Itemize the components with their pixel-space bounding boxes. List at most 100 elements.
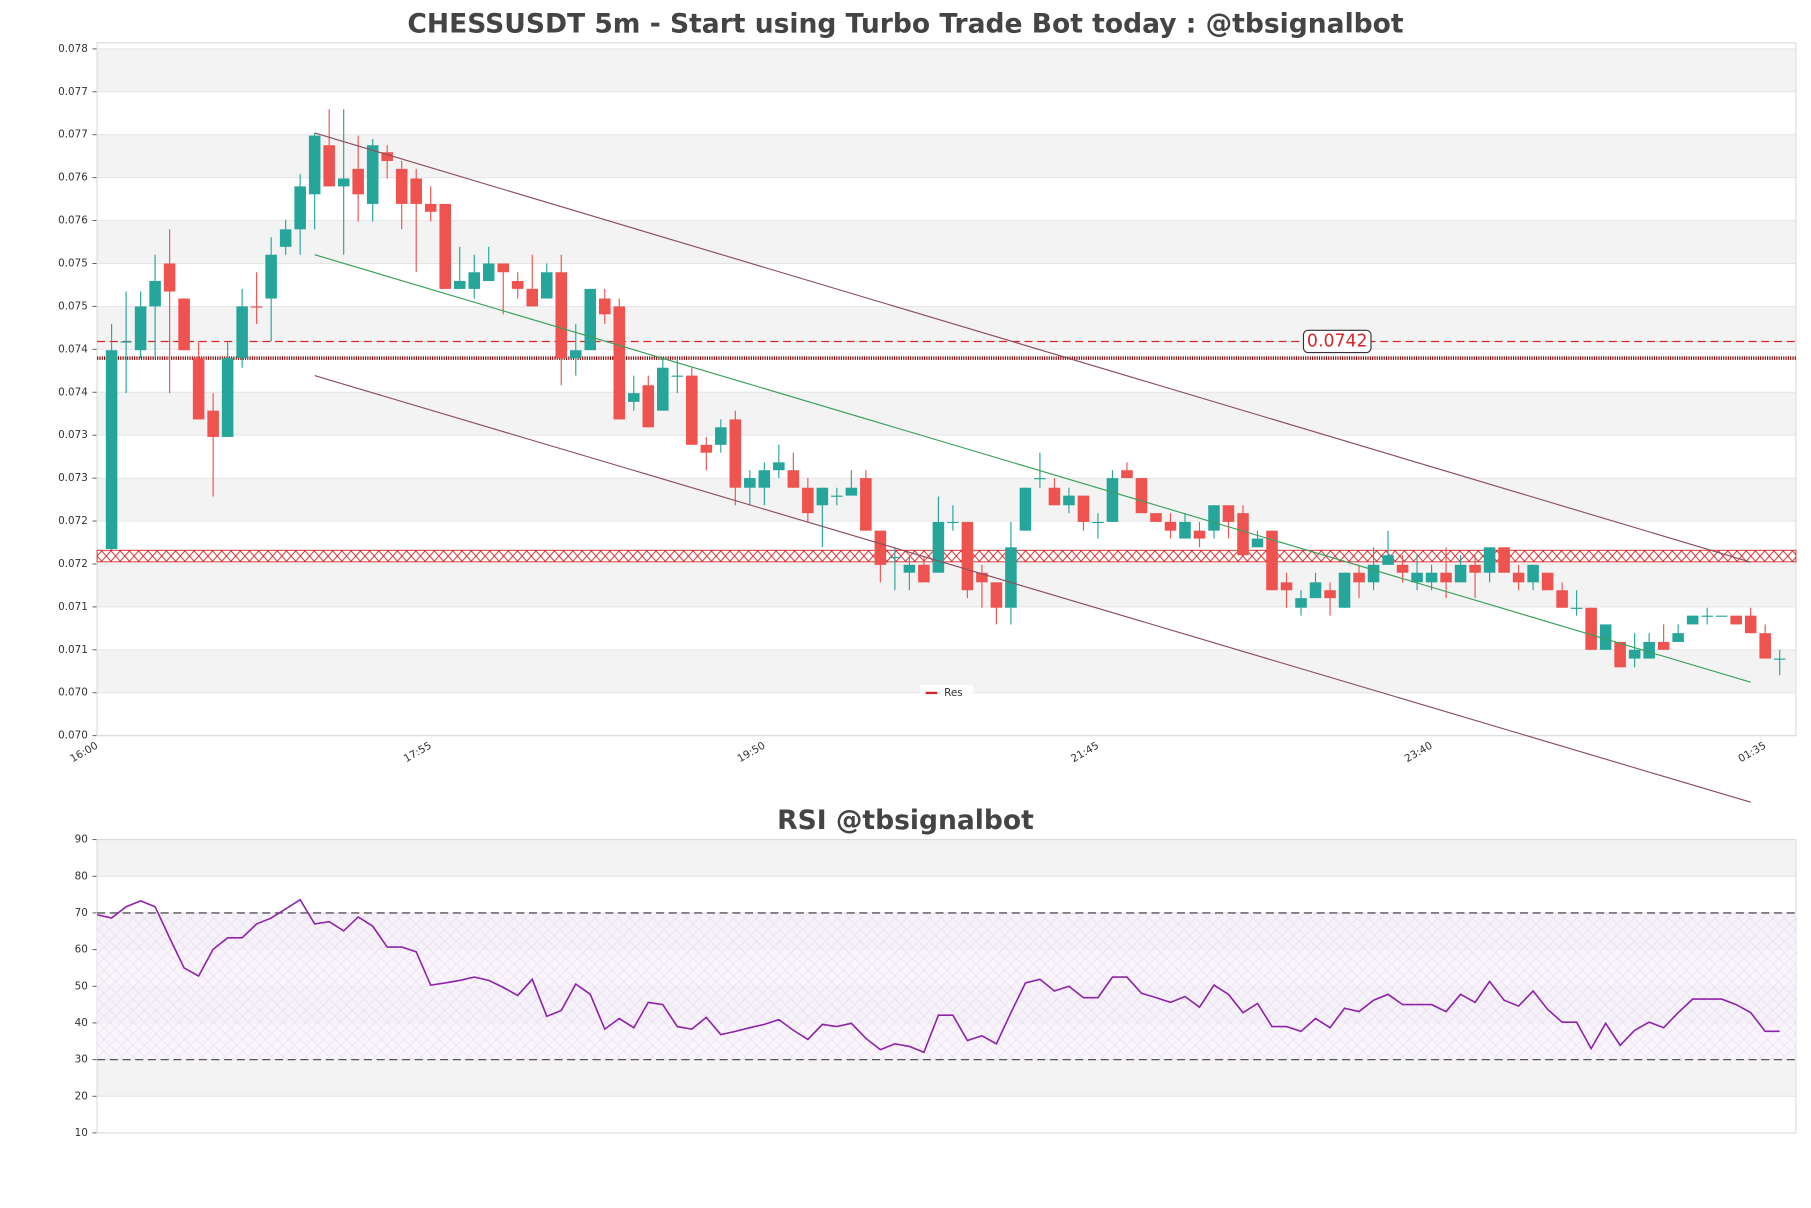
candle-body [1135, 478, 1148, 514]
candle-body [932, 521, 945, 573]
grid-band [97, 478, 1796, 522]
candle-body [1063, 495, 1075, 506]
candle-body [1672, 633, 1684, 642]
candle-body [700, 444, 713, 453]
y-tick-label: 0.076 [58, 215, 88, 227]
candle-body [1599, 624, 1612, 650]
y-tick-label: 80 [75, 870, 88, 882]
candle-body [323, 145, 335, 187]
y-tick-label: 60 [75, 944, 88, 956]
rsi-line [96, 898, 1780, 1054]
candle-body [961, 521, 974, 591]
candle-body [1483, 547, 1496, 573]
annotation-label: 0.0742 [1307, 331, 1368, 351]
candle-body [424, 203, 437, 212]
y-tick-label: 0.073 [58, 429, 88, 441]
candle-body [395, 168, 408, 204]
y-tick-label: 0.073 [58, 472, 88, 484]
candle-body [134, 306, 147, 351]
candle-body [1469, 564, 1481, 573]
candle-body [584, 288, 597, 351]
candle-body [308, 135, 321, 195]
candle-body [1570, 607, 1583, 609]
candle-body [221, 358, 234, 437]
candle-body [279, 229, 292, 247]
y-tick-label: 0.078 [58, 43, 88, 55]
candle-body [352, 168, 364, 195]
x-tick-label: 19:50 [735, 740, 767, 765]
candle-body [163, 263, 176, 292]
candle-body [1019, 487, 1032, 531]
candle-body [265, 254, 277, 299]
candle-body [1193, 530, 1206, 539]
y-tick-label: 0.076 [58, 172, 88, 184]
grid-band [97, 134, 1796, 178]
candle-body [642, 385, 655, 428]
grid-band [97, 1059, 1796, 1097]
candle-body [1657, 641, 1670, 650]
annotation-box [1302, 329, 1372, 354]
candle-body [1106, 478, 1119, 522]
y-tick-label: 0.075 [58, 300, 88, 312]
y-tick-label: 0.071 [58, 601, 88, 613]
trend-line [314, 254, 1751, 683]
candle-body [381, 152, 393, 161]
candle-body [1048, 487, 1061, 506]
candle-body [657, 367, 669, 411]
candle-body [1280, 582, 1293, 591]
candle-body [1222, 505, 1235, 522]
candle-body [555, 272, 568, 359]
y-tick-label: 70 [75, 907, 88, 919]
plot-frame [96, 42, 1797, 737]
y-tick-label: 0.077 [58, 86, 88, 98]
x-tick-label: 21:45 [1069, 740, 1101, 765]
y-tick-label: 50 [75, 980, 88, 992]
candle-body [178, 298, 190, 351]
candle-body [787, 470, 800, 488]
candle-body [337, 178, 350, 187]
candle-body [845, 487, 858, 496]
candle-body [526, 288, 539, 307]
y-tick-label: 0.074 [58, 386, 88, 398]
y-tick-label: 10 [75, 1127, 88, 1139]
grid-band [97, 839, 1796, 877]
legend-box [919, 684, 974, 702]
candle-body [1701, 615, 1713, 617]
y-tick-label: 0.075 [58, 257, 88, 269]
candle-body [1324, 590, 1336, 599]
candle-body [1005, 547, 1017, 608]
candle-body [1512, 572, 1525, 583]
y-tick-label: 90 [75, 834, 88, 846]
y-tick-label: 0.072 [58, 515, 88, 527]
candle-body [1556, 590, 1568, 608]
candle-body [540, 272, 553, 299]
candle-body [1759, 633, 1771, 659]
candle-body [1237, 513, 1249, 556]
candle-body [802, 487, 814, 514]
candle-body [1614, 641, 1626, 668]
y-tick-label: 0.070 [58, 687, 88, 699]
candle-body [1164, 521, 1177, 531]
candle-body [1353, 572, 1365, 583]
candle-body [149, 281, 161, 307]
candle-body [1338, 572, 1351, 608]
candle-body [671, 375, 684, 377]
x-tick-label: 23:40 [1403, 740, 1435, 765]
candle-body [1266, 530, 1278, 591]
candle-body [976, 572, 988, 583]
candle-body [1092, 521, 1104, 524]
candle-body [1251, 538, 1264, 548]
y-tick-label: 0.071 [58, 644, 88, 656]
candle-body [816, 487, 829, 506]
candle-body [453, 281, 466, 289]
candle-body [1628, 649, 1641, 659]
candle-body [294, 186, 306, 230]
candle-body [410, 178, 422, 204]
candle-body [1454, 564, 1467, 583]
candle-body [366, 145, 379, 204]
candle-body [1715, 615, 1728, 617]
candle-body [120, 341, 132, 343]
candle-body [1150, 513, 1162, 522]
candle-body [1773, 658, 1786, 660]
